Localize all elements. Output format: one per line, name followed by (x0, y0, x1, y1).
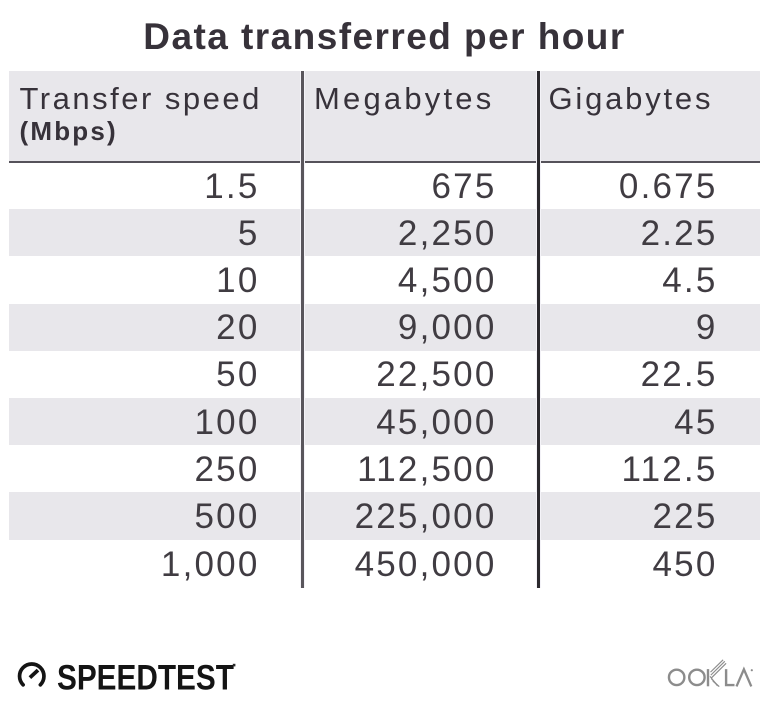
svg-text:SPEEDTEST: SPEEDTEST (57, 657, 234, 697)
